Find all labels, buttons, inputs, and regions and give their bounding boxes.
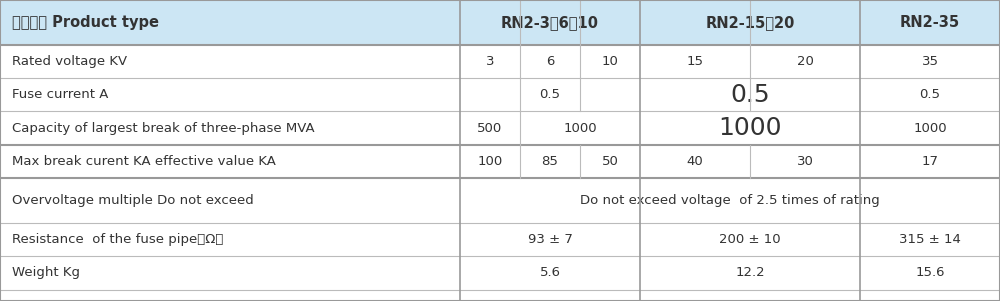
Bar xyxy=(0,78,1000,111)
Text: 100: 100 xyxy=(477,155,503,168)
Text: 10: 10 xyxy=(602,55,618,68)
Text: 产品型号 Product type: 产品型号 Product type xyxy=(12,15,159,30)
Text: 40: 40 xyxy=(687,155,703,168)
Text: 0.5: 0.5 xyxy=(540,88,560,101)
Text: 6: 6 xyxy=(546,55,554,68)
Text: RN2-15、20: RN2-15、20 xyxy=(705,15,795,30)
Text: 200 ± 10: 200 ± 10 xyxy=(719,233,781,246)
Text: 17: 17 xyxy=(921,155,938,168)
Text: 12.2: 12.2 xyxy=(735,266,765,279)
Text: 0.5: 0.5 xyxy=(730,83,770,107)
Text: Fuse current A: Fuse current A xyxy=(12,88,108,101)
Text: RN2-3、6、10: RN2-3、6、10 xyxy=(501,15,599,30)
Text: 1000: 1000 xyxy=(913,122,947,135)
Text: RN2-35: RN2-35 xyxy=(900,15,960,30)
Text: 20: 20 xyxy=(797,55,813,68)
Bar xyxy=(0,290,1000,301)
Text: Weight Kg: Weight Kg xyxy=(12,266,80,279)
Bar xyxy=(0,178,1000,223)
Text: Fuse weight Kg: Fuse weight Kg xyxy=(12,300,113,301)
Text: 5.6: 5.6 xyxy=(540,266,560,279)
Text: 3: 3 xyxy=(486,55,494,68)
Bar xyxy=(0,256,1000,290)
Text: 30: 30 xyxy=(797,155,813,168)
Text: 0.5: 0.5 xyxy=(919,88,940,101)
Text: 1.6: 1.6 xyxy=(740,300,761,301)
Text: 1000: 1000 xyxy=(563,122,597,135)
Bar xyxy=(0,145,1000,178)
Text: Overvoltage multiple Do not exceed: Overvoltage multiple Do not exceed xyxy=(12,194,254,207)
Text: Rated voltage KV: Rated voltage KV xyxy=(12,55,127,68)
Text: 15.6: 15.6 xyxy=(915,266,945,279)
Text: 1000: 1000 xyxy=(718,116,782,140)
Text: 50: 50 xyxy=(602,155,618,168)
Text: Resistance  of the fuse pipe（Ω）: Resistance of the fuse pipe（Ω） xyxy=(12,233,223,246)
Bar xyxy=(0,45,1000,78)
Text: 93 ± 7: 93 ± 7 xyxy=(528,233,572,246)
Text: 15: 15 xyxy=(687,55,704,68)
Bar xyxy=(0,223,1000,256)
Text: 85: 85 xyxy=(542,155,558,168)
Text: 2.5: 2.5 xyxy=(919,300,941,301)
Bar xyxy=(0,0,1000,45)
Text: Do not exceed voltage  of 2.5 times of rating: Do not exceed voltage of 2.5 times of ra… xyxy=(580,194,880,207)
Text: 0.9: 0.9 xyxy=(540,300,560,301)
Bar xyxy=(0,111,1000,145)
Text: 35: 35 xyxy=(921,55,938,68)
Text: Max break curent KA effective value KA: Max break curent KA effective value KA xyxy=(12,155,276,168)
Text: 500: 500 xyxy=(477,122,503,135)
Text: Capacity of largest break of three-phase MVA: Capacity of largest break of three-phase… xyxy=(12,122,315,135)
Text: 315 ± 14: 315 ± 14 xyxy=(899,233,961,246)
